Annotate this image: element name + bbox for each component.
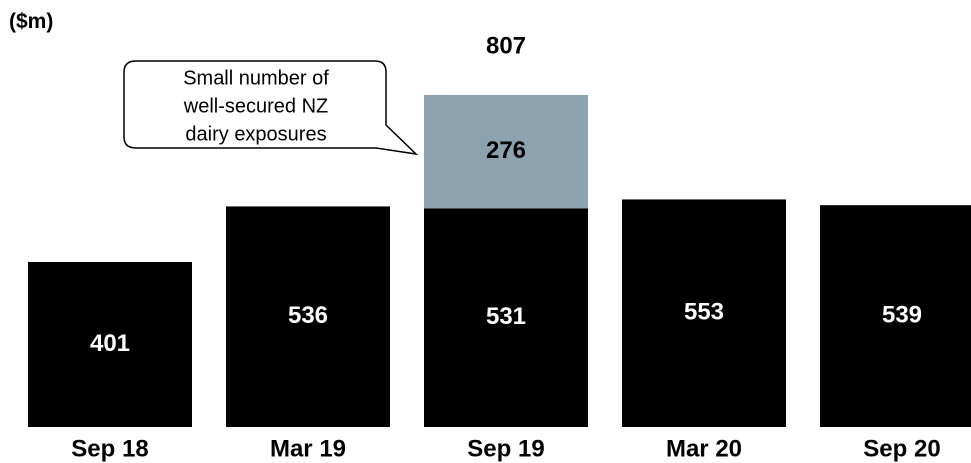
callout-bubble <box>123 60 419 156</box>
x-tick-label: Sep 19 <box>467 435 544 462</box>
unit-label: ($m) <box>9 10 54 33</box>
bar-segment <box>28 261 192 427</box>
annotation-callout: Small number of well-secured NZ dairy expo… <box>123 60 419 156</box>
bar-segment <box>622 199 786 427</box>
bar-value-label: 401 <box>90 330 130 357</box>
callout-text-line: well-secured NZ <box>183 95 328 117</box>
bar-value-label: 276 <box>486 137 526 164</box>
bar-value-label: 536 <box>288 302 328 329</box>
callout-text-line: Small number of <box>183 67 329 89</box>
callout-text-line: dairy exposures <box>185 123 326 145</box>
bar-total-label: 807 <box>486 32 526 59</box>
x-tick-label: Sep 20 <box>863 435 940 462</box>
x-tick-label: Mar 20 <box>666 435 742 462</box>
x-tick-label: Mar 19 <box>270 435 346 462</box>
bar-segment <box>820 205 971 427</box>
bar-value-label: 531 <box>486 303 526 330</box>
bar-value-label: 539 <box>882 301 922 328</box>
x-tick-label: Sep 18 <box>71 435 148 462</box>
bar-segment <box>424 94 588 209</box>
bar-segment <box>424 208 588 427</box>
bar-segment <box>226 206 390 427</box>
bar-value-label: 553 <box>684 299 724 326</box>
